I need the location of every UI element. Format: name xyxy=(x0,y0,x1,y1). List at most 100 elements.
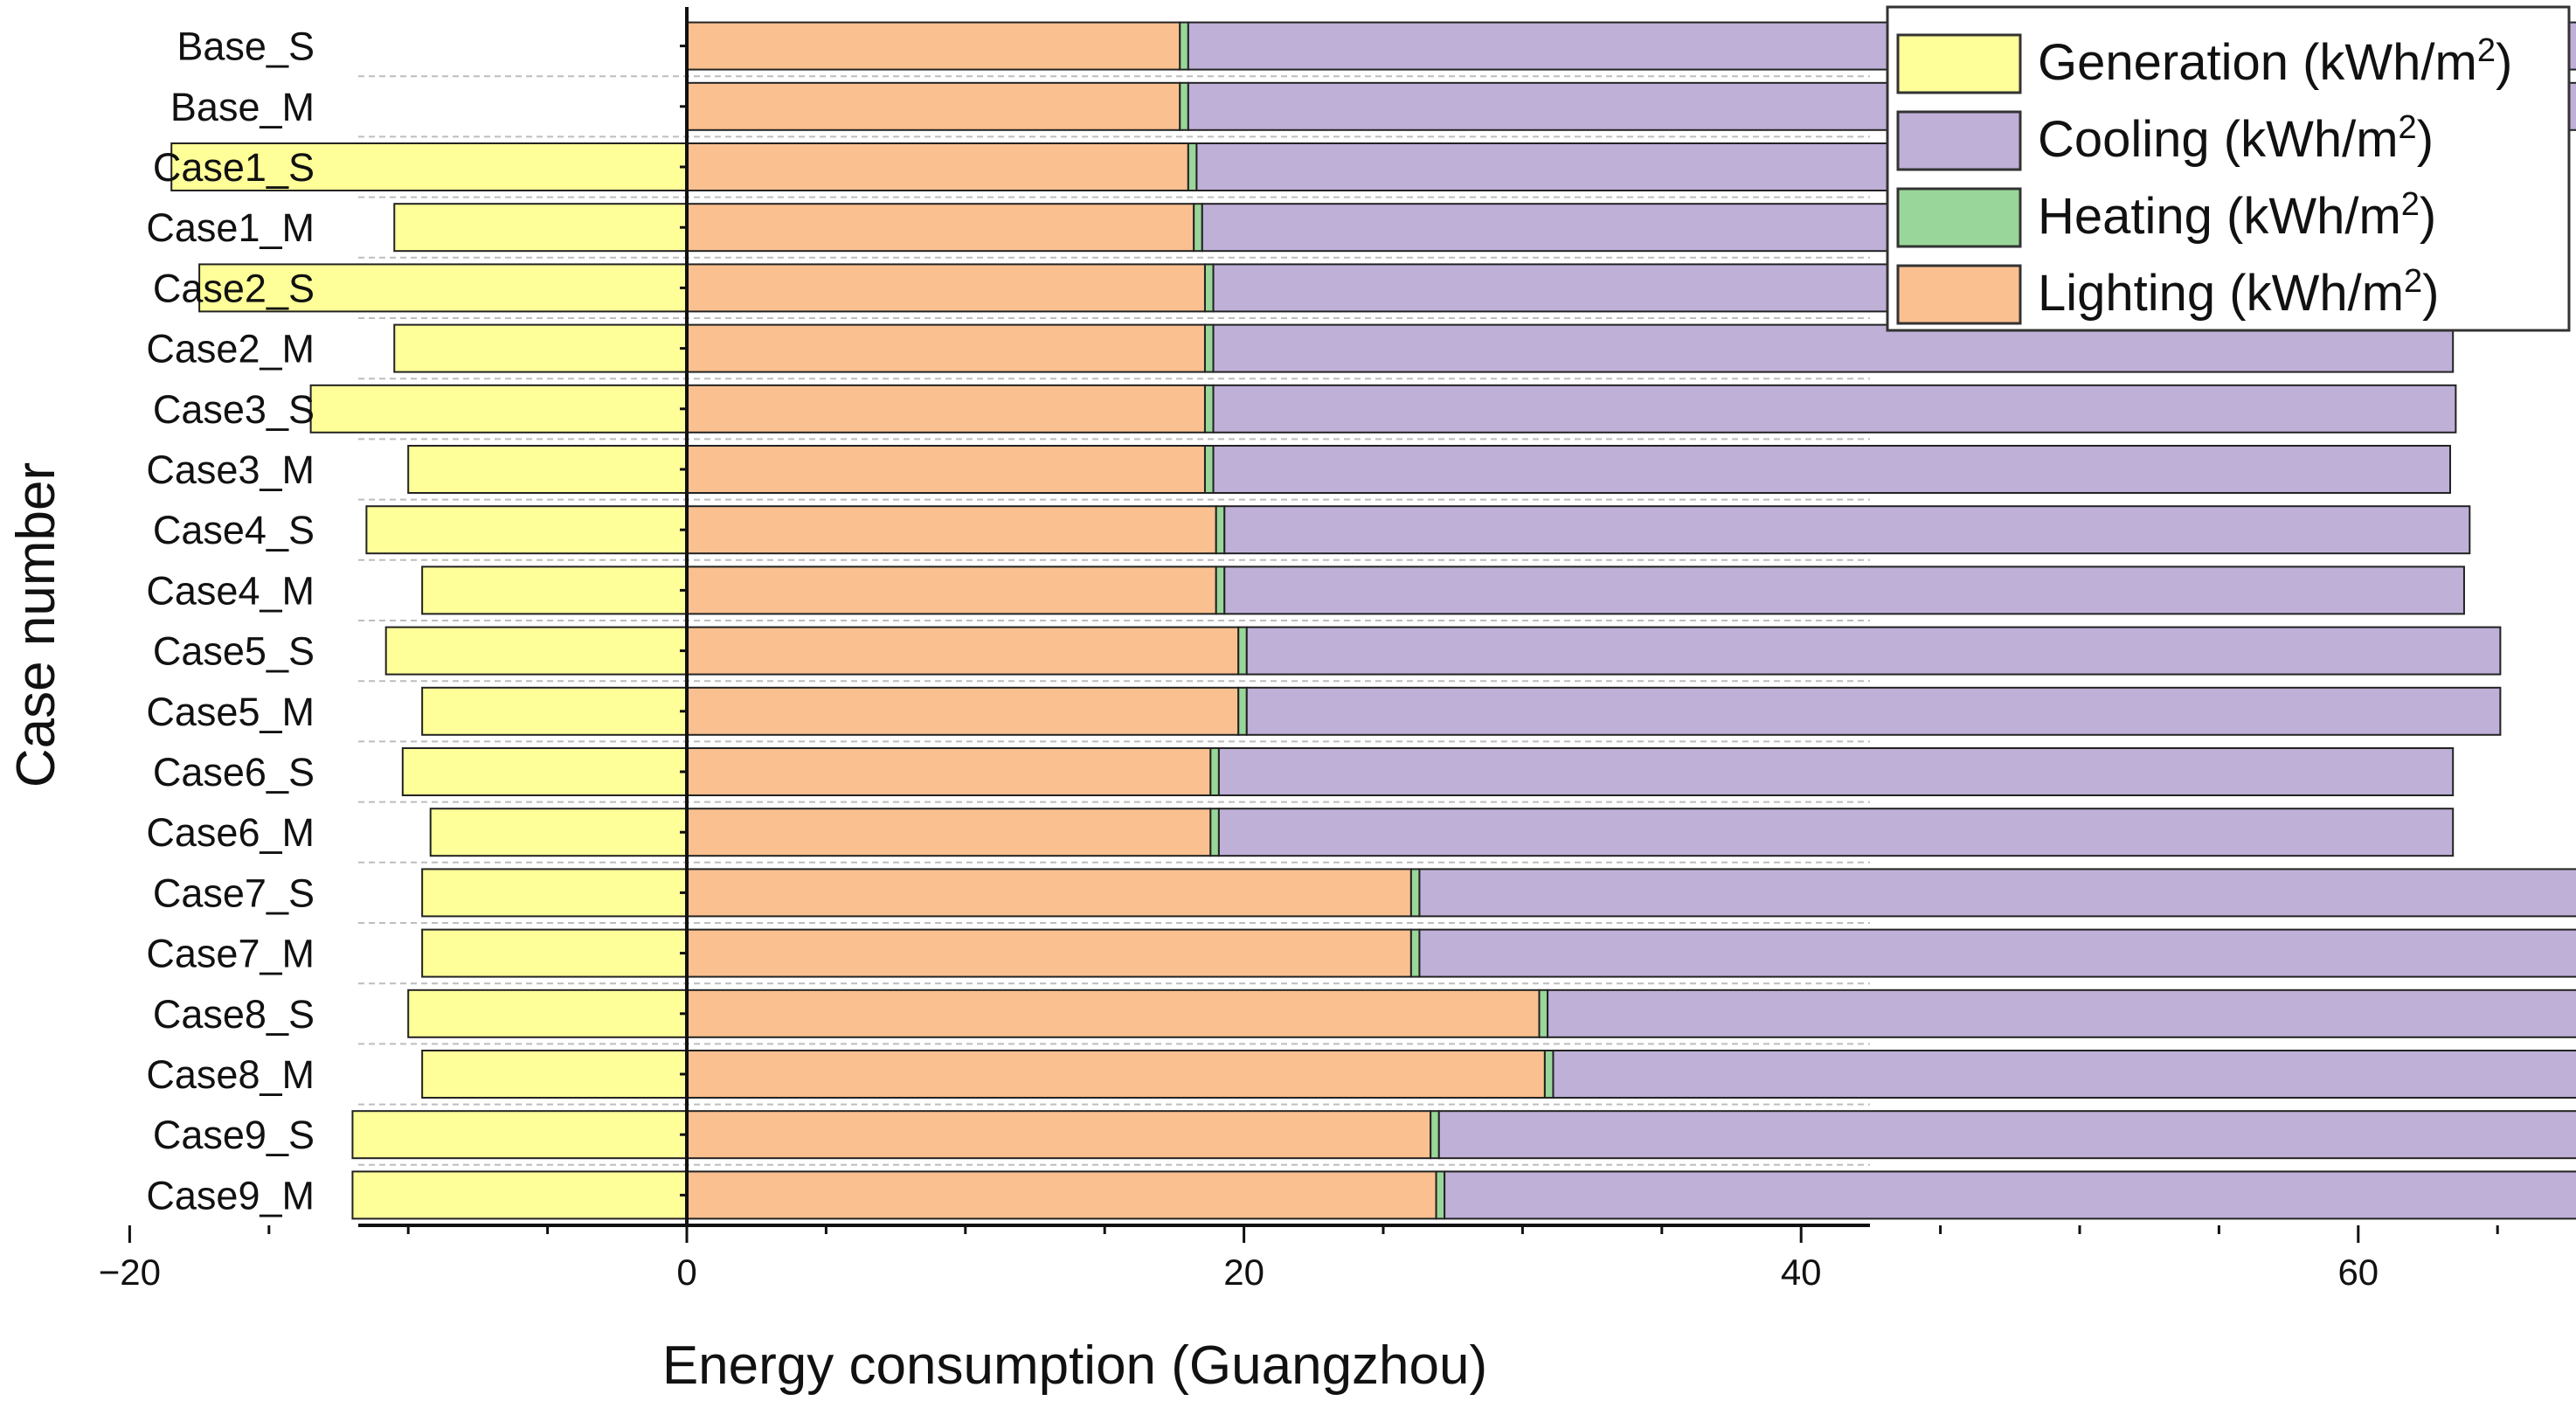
bar-cooling xyxy=(1217,747,2455,796)
bar-cooling xyxy=(1212,384,2457,434)
x-tick-label: 20 xyxy=(1223,1252,1264,1293)
bar-lighting xyxy=(686,808,1212,857)
bar-generation xyxy=(393,323,688,373)
bar-generation xyxy=(351,1110,688,1160)
bar-generation xyxy=(421,868,688,918)
bar-lighting xyxy=(686,928,1412,978)
bar-generation xyxy=(421,686,688,736)
category-label: Case4_S xyxy=(153,508,315,552)
bar-heating xyxy=(1237,686,1248,736)
bar-cooling xyxy=(1223,565,2465,615)
bar-generation xyxy=(407,445,688,494)
bar-lighting xyxy=(686,565,1217,615)
bar-heating xyxy=(1179,81,1189,131)
bar-generation xyxy=(309,384,688,434)
y-axis-title: Case number xyxy=(6,462,66,787)
bar-cooling xyxy=(1444,1170,2576,1220)
bar-lighting xyxy=(686,747,1212,796)
category-label: Case8_M xyxy=(146,1052,315,1097)
bar-generation xyxy=(429,808,688,857)
bar-heating xyxy=(1187,142,1198,191)
bar-cooling xyxy=(1418,868,2576,918)
bar-lighting xyxy=(686,21,1181,71)
category-label: Case7_S xyxy=(153,871,315,915)
category-label: Case3_S xyxy=(153,387,315,432)
category-label: Case5_S xyxy=(153,629,315,674)
legend-swatch-generation xyxy=(1896,33,2022,94)
bar-cooling xyxy=(1552,1050,2576,1099)
bar-heating xyxy=(1203,445,1215,494)
legend-label-lighting: Lighting (kWh/m2) xyxy=(2038,263,2440,322)
category-label: Case4_M xyxy=(146,568,315,613)
bar-lighting xyxy=(686,988,1541,1038)
bar-lighting xyxy=(686,868,1412,918)
category-label: Base_M xyxy=(170,85,315,129)
bar-heating xyxy=(1543,1050,1555,1099)
category-label: Case3_M xyxy=(146,447,315,492)
bar-lighting xyxy=(686,686,1240,736)
bar-cooling xyxy=(1223,505,2471,555)
bar-lighting xyxy=(686,445,1206,494)
bar-lighting xyxy=(686,1110,1432,1160)
bar-heating xyxy=(1435,1170,1446,1220)
bar-lighting xyxy=(686,384,1206,434)
bar-generation xyxy=(421,1050,688,1099)
category-labels: Base_S Base_M Case1_S Case1_M Case2_S Case2_M… xyxy=(146,24,315,1218)
x-tick-label: 40 xyxy=(1781,1252,1822,1293)
category-label: Case6_S xyxy=(153,750,315,794)
bar-cooling xyxy=(1212,445,2452,494)
bar-heating xyxy=(1538,988,1549,1038)
bar-cooling xyxy=(1212,323,2455,373)
bar-heating xyxy=(1409,868,1421,918)
bar-lighting xyxy=(686,505,1217,555)
x-tick-labels: −20020406080 xyxy=(99,1252,2379,1293)
legend-label-generation: Generation (kWh/m2) xyxy=(2038,32,2512,91)
bar-heating xyxy=(1179,21,1189,71)
bar-cooling xyxy=(1437,1110,2576,1160)
bar-lighting xyxy=(686,263,1206,313)
bar-generation xyxy=(198,263,689,313)
bar-generation xyxy=(365,505,688,555)
bar-heating xyxy=(1193,203,1203,253)
bar-cooling xyxy=(1217,808,2455,857)
bar-generation xyxy=(393,203,688,253)
x-tick-label: 60 xyxy=(2337,1252,2379,1293)
bar-heating xyxy=(1209,808,1220,857)
bar-lighting xyxy=(686,203,1195,253)
bar-lighting xyxy=(686,1170,1437,1220)
category-label: Case8_S xyxy=(153,992,315,1037)
grid-lines xyxy=(358,75,1870,1166)
bar-lighting xyxy=(686,626,1240,676)
category-label: Case6_M xyxy=(146,810,315,855)
bar-lighting xyxy=(686,142,1189,191)
category-label: Case2_S xyxy=(153,266,315,310)
bar-generation xyxy=(421,565,688,615)
legend-label-heating: Heating (kWh/m2) xyxy=(2038,186,2436,245)
bar-lighting xyxy=(686,323,1206,373)
bar-heating xyxy=(1430,1110,1440,1160)
legend: Generation (kWh/m2) Cooling (kWh/m2) Heati… xyxy=(1886,5,2571,332)
x-tick-label: 0 xyxy=(676,1252,696,1293)
bar-generation xyxy=(421,928,688,978)
bar-generation xyxy=(407,988,688,1038)
category-label: Case1_S xyxy=(153,145,315,190)
category-label: Case9_M xyxy=(146,1173,315,1217)
bar-heating xyxy=(1237,626,1248,676)
legend-swatch-lighting xyxy=(1896,264,2022,325)
category-label: Case2_M xyxy=(146,327,315,371)
bar-heating xyxy=(1215,565,1226,615)
bar-heating xyxy=(1209,747,1220,796)
bar-heating xyxy=(1203,323,1215,373)
bar-generation xyxy=(401,747,688,796)
legend-swatch-heating xyxy=(1896,187,2022,248)
legend-label-cooling: Cooling (kWh/m2) xyxy=(2038,109,2434,168)
bar-cooling xyxy=(1547,988,2576,1038)
x-tick-label: −20 xyxy=(99,1252,161,1293)
bar-cooling xyxy=(1245,626,2502,676)
bar-lighting xyxy=(686,81,1181,131)
bar-generation xyxy=(351,1170,688,1220)
legend-swatch-cooling xyxy=(1896,110,2022,171)
bar-generation xyxy=(170,142,689,191)
category-label: Case9_S xyxy=(153,1113,315,1157)
